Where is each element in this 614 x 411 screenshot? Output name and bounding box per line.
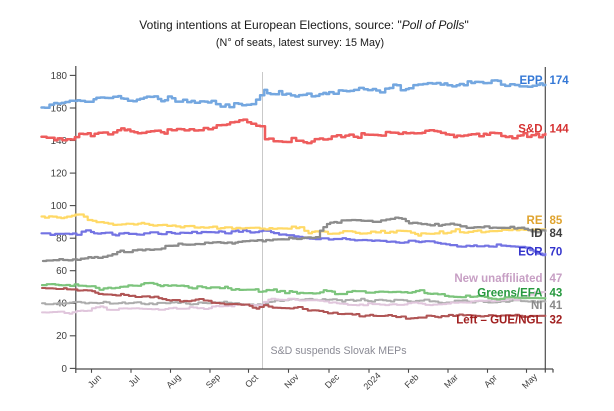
svg-text:EPP: EPP xyxy=(519,75,542,87)
svg-text:New unaffiliated: New unaffiliated xyxy=(454,273,542,285)
svg-text:(N° of seats, latest survey: 1: (N° of seats, latest survey: 15 May) xyxy=(216,37,384,49)
svg-text:Greens/EFA: Greens/EFA xyxy=(477,288,542,300)
svg-text:S&D suspends Slovak MEPs: S&D suspends Slovak MEPs xyxy=(271,345,407,357)
svg-text:120: 120 xyxy=(51,169,68,180)
svg-text:84: 84 xyxy=(550,228,563,240)
svg-text:RE: RE xyxy=(527,215,543,227)
svg-text:70: 70 xyxy=(550,247,563,259)
svg-text:32: 32 xyxy=(550,315,563,327)
svg-text:180: 180 xyxy=(51,71,68,82)
svg-text:Left – GUE/NGL: Left – GUE/NGL xyxy=(456,315,542,327)
svg-text:41: 41 xyxy=(550,300,563,312)
svg-text:0: 0 xyxy=(62,364,68,375)
svg-text:Voting intentions at European: Voting intentions at European Elections,… xyxy=(139,18,468,32)
svg-text:S&D: S&D xyxy=(518,123,542,135)
svg-text:140: 140 xyxy=(51,136,68,147)
svg-text:60: 60 xyxy=(56,266,67,277)
svg-text:NI: NI xyxy=(531,300,543,312)
svg-text:144: 144 xyxy=(550,123,570,135)
svg-text:47: 47 xyxy=(550,273,563,285)
svg-text:160: 160 xyxy=(51,103,68,114)
svg-text:ID: ID xyxy=(531,228,543,240)
svg-text:43: 43 xyxy=(550,288,563,300)
svg-text:ECR: ECR xyxy=(518,247,543,259)
svg-text:100: 100 xyxy=(51,201,68,212)
svg-text:85: 85 xyxy=(550,215,563,227)
svg-text:174: 174 xyxy=(550,75,570,87)
svg-text:80: 80 xyxy=(56,234,67,245)
svg-text:20: 20 xyxy=(56,331,67,342)
